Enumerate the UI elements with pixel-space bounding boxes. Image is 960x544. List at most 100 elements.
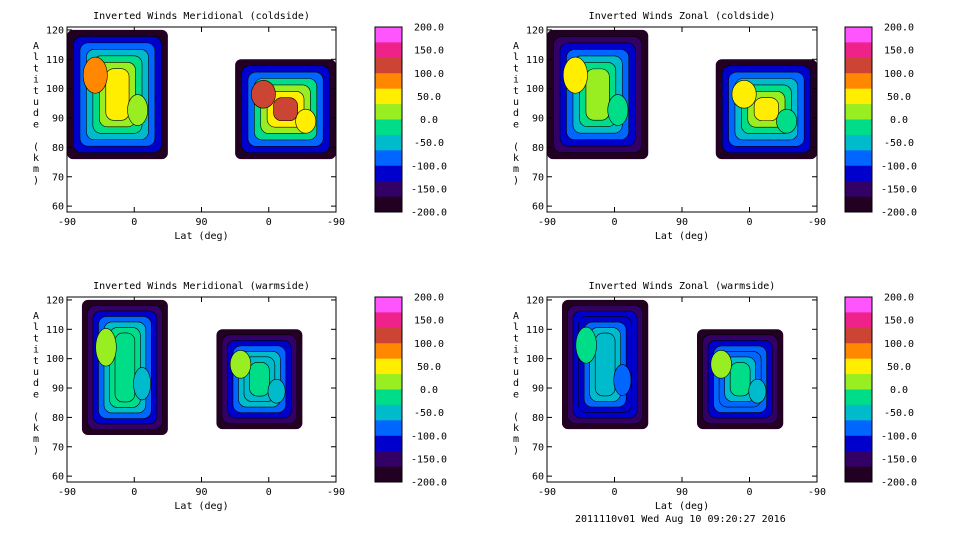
colorbar-cell — [375, 57, 402, 74]
data-region — [67, 29, 168, 160]
contour-blob — [731, 79, 757, 109]
x-axis-label: Lat (deg) — [655, 501, 709, 512]
contour-blob — [575, 326, 597, 364]
chart-title: Inverted Winds Meridional (coldside) — [93, 11, 310, 22]
colorbar-label: 150.0 — [884, 46, 914, 57]
x-tick-label: -90 — [538, 217, 556, 228]
colorbar-cell — [845, 404, 872, 421]
colorbar-label: 150.0 — [884, 316, 914, 327]
colorbar-frame — [844, 26, 873, 213]
colorbar-label: -200.0 — [411, 478, 447, 489]
colorbar-label: -100.0 — [411, 161, 447, 172]
contour-band — [249, 362, 270, 397]
colorbar-label: -50.0 — [884, 408, 914, 419]
colorbar-frame — [374, 296, 403, 483]
y-tick-label: 100 — [46, 354, 64, 365]
colorbar-cell — [845, 119, 872, 136]
colorbar-label: -50.0 — [414, 138, 444, 149]
colorbar-cell — [845, 435, 872, 452]
x-tick-label: 0 — [266, 487, 272, 498]
contour-band — [594, 332, 616, 397]
y-tick-label: 90 — [52, 384, 64, 395]
colorbar-label: 150.0 — [414, 46, 444, 57]
y-tick-label: 110 — [526, 325, 544, 336]
x-tick-label: 0 — [611, 217, 617, 228]
x-tick-label: -90 — [538, 487, 556, 498]
colorbar-cell — [845, 73, 872, 90]
x-tick-label: -90 — [808, 217, 826, 228]
contour-blob — [82, 56, 108, 94]
contour-blob — [748, 378, 767, 404]
x-tick-label: -90 — [58, 217, 76, 228]
colorbar-cell — [845, 343, 872, 360]
x-tick-label: -90 — [327, 217, 345, 228]
contour-blob — [607, 94, 629, 126]
x-tick-label: 0 — [131, 217, 137, 228]
x-tick-label: 0 — [611, 487, 617, 498]
footer-timestamp: 2011110v01 Wed Aug 10 09:20:27 2016 — [575, 514, 786, 525]
y-tick-label: 80 — [52, 143, 64, 154]
chart-title: Inverted Winds Zonal (coldside) — [589, 11, 776, 22]
colorbar-cell — [845, 88, 872, 105]
colorbar-cell — [375, 42, 402, 59]
colorbar: 200.0 150.0 100.0 50.0 0.0 -50.0 -100.0 -150.0 -… — [374, 23, 447, 219]
chart-panel-2: Inverted Winds Zonal (coldside) -90 0 90 0 -9… — [513, 11, 917, 242]
x-tick-label: 90 — [195, 487, 207, 498]
x-axis-label: Lat (deg) — [655, 231, 709, 242]
colorbar-label: 0.0 — [890, 385, 908, 396]
colorbar-cell — [845, 389, 872, 406]
y-tick-label: 90 — [52, 114, 64, 125]
colorbar-cell — [375, 327, 402, 344]
colorbar-frame — [844, 296, 873, 483]
colorbar-cell — [375, 420, 402, 437]
contour-blob — [776, 108, 798, 134]
y-tick-label: 120 — [46, 295, 64, 306]
x-tick-label: 90 — [195, 217, 207, 228]
contour-band — [753, 97, 779, 122]
colorbar-cell — [375, 104, 402, 120]
colorbar-label: 200.0 — [884, 23, 914, 34]
colorbar-label: 50.0 — [887, 362, 911, 373]
colorbar-cell — [375, 343, 402, 360]
contour-band — [585, 68, 610, 121]
colorbar-label: -200.0 — [881, 478, 917, 489]
colorbar-label: -100.0 — [881, 161, 917, 172]
colorbar-cell — [845, 451, 872, 468]
colorbar-cell — [845, 358, 872, 375]
contour-blob — [229, 349, 252, 379]
contour-band — [114, 332, 136, 403]
colorbar-label: 200.0 — [414, 293, 444, 304]
y-tick-label: 100 — [46, 84, 64, 95]
colorbar-cell — [375, 297, 402, 313]
colorbar-label: -150.0 — [881, 454, 917, 465]
colorbar-cell — [845, 104, 872, 120]
colorbar-label: -150.0 — [411, 184, 447, 195]
contour-blob — [95, 328, 117, 367]
y-tick-label: 70 — [52, 172, 64, 183]
y-tick-label: 80 — [532, 143, 544, 154]
colorbar-frame — [374, 26, 403, 213]
colorbar-label: 200.0 — [414, 23, 444, 34]
data-region — [81, 299, 168, 436]
x-tick-label: 90 — [676, 217, 688, 228]
colorbar-label: 0.0 — [420, 385, 438, 396]
colorbar-cell — [375, 358, 402, 375]
chart-panel-1: Inverted Winds Meridional (coldside) -90 0… — [33, 11, 447, 242]
colorbar-cell — [845, 196, 872, 213]
colorbar-cell — [375, 88, 402, 105]
colorbar-cell — [375, 374, 402, 390]
colorbar-cell — [845, 466, 872, 483]
y-tick-label: 60 — [532, 202, 544, 213]
y-tick-label: 100 — [526, 84, 544, 95]
contour-blob — [133, 367, 151, 401]
colorbar: 200.0 150.0 100.0 50.0 0.0 -50.0 -100.0 -150.0 -… — [844, 23, 917, 219]
colorbar-cell — [845, 181, 872, 198]
colorbar-cell — [375, 389, 402, 406]
x-tick-label: 0 — [746, 217, 752, 228]
colorbar-label: 100.0 — [414, 69, 444, 80]
